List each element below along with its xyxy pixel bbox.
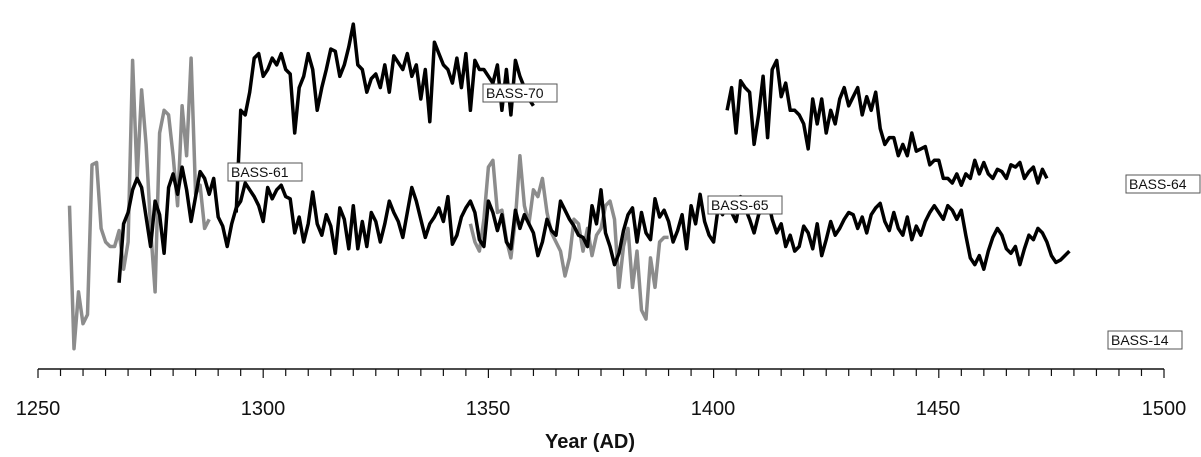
x-tick-label-1250: 1250 (16, 398, 61, 420)
x-tick-label-1400: 1400 (691, 398, 736, 420)
series-line-bass-64 (727, 60, 1047, 185)
series-label-bass-65-text: BASS-65 (711, 197, 769, 213)
series-label-bass-61-text: BASS-61 (231, 164, 289, 180)
series-label-bass-65: BASS-65 (708, 196, 782, 214)
series-label-bass-70-text: BASS-70 (486, 85, 544, 101)
series-layer (70, 24, 1070, 349)
series-label-bass-14: BASS-14 (1108, 331, 1182, 349)
x-axis-tick-marks (38, 369, 1164, 378)
x-tick-label-1300: 1300 (241, 398, 286, 420)
series-label-bass-14-text: BASS-14 (1111, 332, 1169, 348)
x-tick-label-1350: 1350 (466, 398, 511, 420)
x-axis: 1250 1300 1350 1400 1450 1500 Year (AD) (16, 369, 1187, 453)
x-tick-label-1450: 1450 (916, 398, 961, 420)
series-label-bass-64-text: BASS-64 (1129, 176, 1187, 192)
series-label-bass-61: BASS-61 (228, 163, 302, 181)
x-axis-title: Year (AD) (545, 431, 635, 453)
series-label-bass-70: BASS-70 (483, 84, 557, 102)
series-label-bass-64: BASS-64 (1126, 175, 1200, 193)
series-line-bass-14 (119, 167, 1069, 283)
x-tick-label-1500: 1500 (1142, 398, 1187, 420)
